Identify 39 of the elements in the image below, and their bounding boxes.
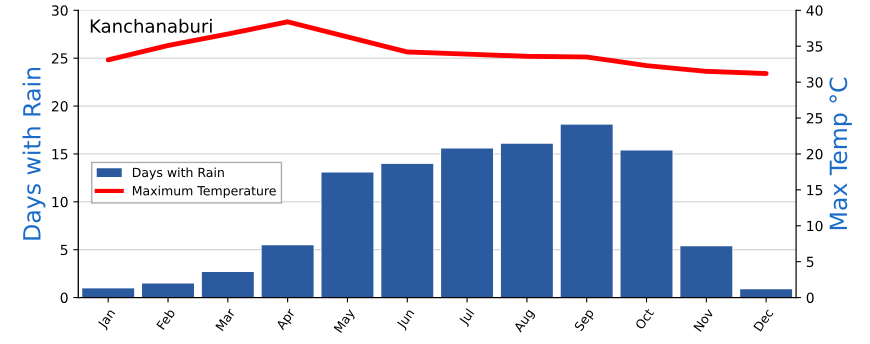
chart-title: Kanchanaburi: [90, 18, 212, 33]
bar: [320, 172, 374, 298]
y-tick-label: 15: [52, 149, 68, 160]
bar: [260, 244, 314, 298]
bar: [620, 150, 674, 298]
legend-label: Days with Rain: [132, 167, 224, 180]
x-tick-label: Feb: [156, 308, 176, 330]
y-tick-label: 5: [60, 244, 68, 256]
bar: [380, 163, 434, 298]
y-tick-label: 25: [52, 53, 68, 64]
y2-tick-label: 15: [807, 184, 822, 196]
y2-axis-title: Max Temp °C: [829, 78, 852, 230]
y2-tick-label: 40: [806, 5, 823, 16]
y-tick-label: 30: [52, 5, 68, 16]
y-axis-title: Days with Rain: [22, 68, 46, 240]
x-tick-label: Jan: [97, 308, 118, 330]
y2-tick-label: 10: [807, 220, 823, 232]
bar: [500, 143, 554, 298]
x-tick-label: Jul: [458, 308, 476, 328]
bar: [201, 271, 254, 298]
x-tick-label: Jun: [396, 308, 416, 331]
y-tick-label: 0: [60, 292, 68, 304]
y2-tick-label: 25: [806, 113, 822, 124]
y2-tick-label: 5: [806, 256, 814, 268]
bar: [141, 282, 195, 298]
y2-tick-label: 30: [806, 77, 823, 88]
y-tick-label: 20: [52, 101, 68, 112]
y2-tick-label: 0: [806, 292, 814, 304]
x-tick-label: Sep: [574, 308, 596, 333]
bar: [560, 124, 614, 298]
y-tick-label: 10: [52, 196, 68, 208]
x-tick-label: Oct: [634, 308, 654, 330]
y2-tick-label: 20: [806, 148, 823, 160]
bar: [739, 288, 793, 298]
bar: [440, 148, 494, 298]
bar: [680, 246, 733, 298]
y2-tick-label: 35: [806, 41, 822, 52]
legend-label: Maximum Temperature: [132, 186, 276, 198]
bar: [82, 288, 135, 298]
